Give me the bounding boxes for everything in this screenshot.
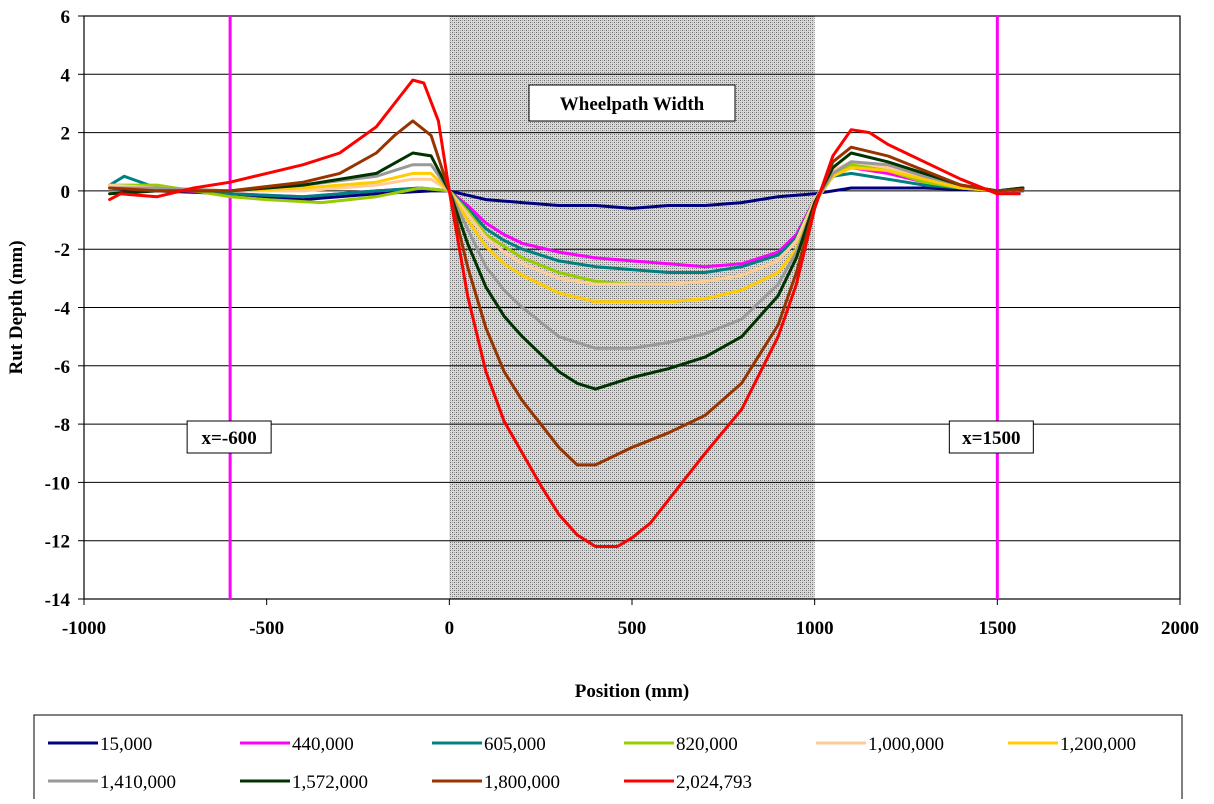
legend-label: 820,000 [676, 734, 738, 755]
y-tick-label: -2 [54, 240, 70, 261]
ref-label-left: x=-600 [202, 428, 257, 449]
x-tick-label: 2000 [1161, 618, 1199, 639]
x-tick-label: -1000 [62, 618, 106, 639]
series-line [108, 166, 1025, 304]
x-axis-title: Position (mm) [575, 681, 690, 702]
legend-label: 605,000 [484, 734, 546, 755]
ref-label-right-box [948, 420, 1034, 454]
series-line [108, 171, 1025, 274]
y-tick-label: -6 [54, 357, 70, 378]
y-tick-label: -4 [54, 299, 70, 320]
series-line [108, 160, 1025, 350]
y-tick-label: 6 [61, 7, 71, 28]
ref-label-left-box [186, 420, 272, 454]
legend-label: 1,200,000 [1060, 734, 1136, 755]
legend-label: 2,024,793 [676, 772, 752, 793]
x-tick-label: 0 [445, 618, 455, 639]
wheelpath-label-box [528, 84, 736, 122]
series-line [108, 186, 1025, 210]
series-line [108, 163, 1025, 286]
x-tick-label: -500 [249, 618, 284, 639]
legend-box [33, 714, 1183, 804]
ref-label-right: x=1500 [962, 428, 1020, 449]
y-tick-label: -8 [54, 415, 70, 436]
series-line [108, 151, 1025, 391]
legend-label: 1,000,000 [868, 734, 944, 755]
y-tick-label: 4 [61, 65, 71, 86]
y-tick-label: -12 [45, 532, 70, 553]
y-tick-label: -14 [45, 590, 71, 611]
legend-label: 1,800,000 [484, 772, 560, 793]
y-tick-label: 2 [61, 124, 71, 145]
x-tick-label: 1000 [796, 618, 834, 639]
y-tick-label: -10 [45, 473, 70, 494]
legend-label: 440,000 [292, 734, 354, 755]
legend-label: 15,000 [100, 734, 152, 755]
y-axis-title: Rut Depth (mm) [6, 240, 27, 374]
y-tick-label: 0 [61, 182, 71, 203]
wheelpath-label: Wheelpath Width [560, 94, 705, 115]
x-tick-label: 1500 [978, 618, 1016, 639]
series-line [108, 78, 1021, 548]
x-tick-label: 500 [618, 618, 647, 639]
series-line [108, 119, 1025, 467]
legend-label: 1,410,000 [100, 772, 176, 793]
legend-label: 1,572,000 [292, 772, 368, 793]
